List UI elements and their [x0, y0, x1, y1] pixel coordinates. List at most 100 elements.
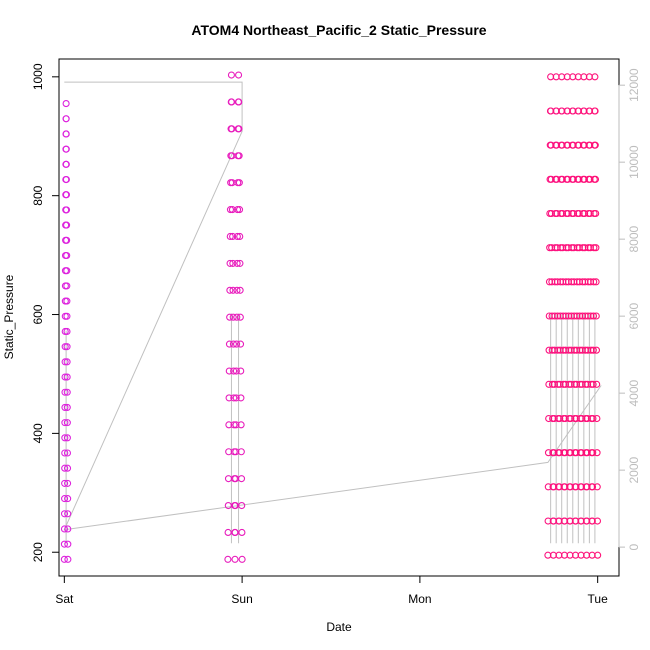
y2-tick-label: 8000: [627, 225, 641, 252]
data-point: [234, 206, 242, 214]
data-point: [591, 141, 599, 149]
secondary-y-axis: 0 2000 4000 6000 8000 10000 12000: [618, 68, 641, 550]
data-point: [63, 419, 71, 427]
data-point: [235, 179, 243, 187]
data-point: [62, 160, 70, 168]
data-point: [591, 73, 599, 81]
x-axis: Sat Sun Mon Tue: [55, 575, 609, 606]
x-tick-label: Sat: [55, 592, 74, 606]
data-point: [236, 340, 245, 348]
data-point: [237, 367, 245, 375]
x-tick-label: Tue: [588, 592, 609, 606]
data-point: [62, 175, 70, 184]
data-point: [589, 380, 597, 388]
data-point: [235, 206, 244, 214]
data-point: [63, 449, 72, 457]
data-point: [232, 367, 240, 375]
data-point: [61, 464, 69, 472]
data-point: [591, 175, 600, 183]
y-tick-label: 800: [31, 185, 45, 205]
data-point: [224, 528, 232, 537]
data-point: [229, 313, 237, 321]
data-point: [63, 434, 71, 442]
data-point: [592, 278, 600, 286]
data-point: [593, 517, 602, 525]
y-axis-label: Static_Pressure: [2, 274, 16, 359]
y2-tick-label: 0: [627, 543, 641, 550]
data-point: [63, 221, 71, 229]
data-point: [238, 555, 246, 563]
x-tick-label: Sun: [231, 592, 252, 606]
data-point: [228, 98, 236, 106]
data-point: [225, 394, 233, 402]
data-point: [594, 551, 602, 559]
plot-frame: [58, 58, 620, 577]
data-point: [591, 107, 599, 115]
data-point: [237, 394, 245, 402]
data-point: [63, 464, 72, 472]
data-point: [63, 327, 71, 336]
data-point: [61, 373, 69, 381]
data-point: [64, 540, 72, 548]
data-point: [63, 373, 71, 381]
data-point: [235, 71, 243, 79]
data-point: [64, 525, 72, 533]
data-point: [64, 479, 72, 487]
data-point: [227, 71, 235, 79]
data-point: [61, 343, 69, 351]
data-point: [226, 286, 234, 294]
x-axis-label: Date: [326, 620, 352, 634]
data-point: [64, 495, 72, 503]
data-point: [593, 449, 601, 457]
data-point: [230, 394, 238, 402]
data-point: [226, 232, 234, 241]
data-point: [61, 479, 69, 487]
data-point: [63, 358, 71, 366]
data-point: [226, 259, 234, 267]
data-point: [226, 206, 235, 214]
data-point: [236, 259, 244, 267]
data-point: [232, 421, 240, 429]
data-point: [61, 449, 69, 457]
data-point: [61, 495, 69, 503]
data-point: [588, 517, 596, 525]
data-point: [61, 388, 69, 396]
data-point: [590, 278, 598, 286]
data-point: [60, 510, 69, 518]
data-point: [236, 286, 244, 294]
y2-tick-label: 4000: [627, 379, 641, 406]
data-point: [60, 555, 68, 563]
data-point: [592, 346, 601, 354]
data-point: [237, 448, 245, 456]
data-point: [592, 209, 600, 218]
data-point: [231, 528, 239, 537]
data-point: [63, 297, 71, 305]
secondary-line-layer: [63, 81, 602, 544]
data-point: [225, 421, 233, 429]
data-point: [62, 206, 71, 214]
data-point: [63, 282, 71, 290]
data-point: [224, 555, 232, 563]
data-point: [593, 380, 601, 388]
data-point: [235, 98, 243, 106]
data-point: [61, 434, 69, 442]
data-point: [229, 286, 237, 294]
data-point: [233, 340, 241, 348]
data-point: [238, 528, 246, 537]
data-point: [589, 312, 598, 320]
data-point: [64, 555, 72, 563]
data-point: [592, 312, 600, 320]
data-point: [229, 232, 237, 241]
data-point: [592, 244, 600, 252]
data-point: [590, 244, 598, 252]
data-point: [230, 421, 238, 429]
y-axis: 200 400 600 800 1000: [31, 63, 60, 562]
data-point: [235, 152, 243, 160]
data-point: [589, 449, 597, 457]
y-tick-label: 200: [31, 542, 45, 562]
data-point: [60, 540, 68, 548]
data-point: [232, 394, 240, 402]
data-point: [228, 206, 236, 214]
data-point: [233, 313, 241, 321]
